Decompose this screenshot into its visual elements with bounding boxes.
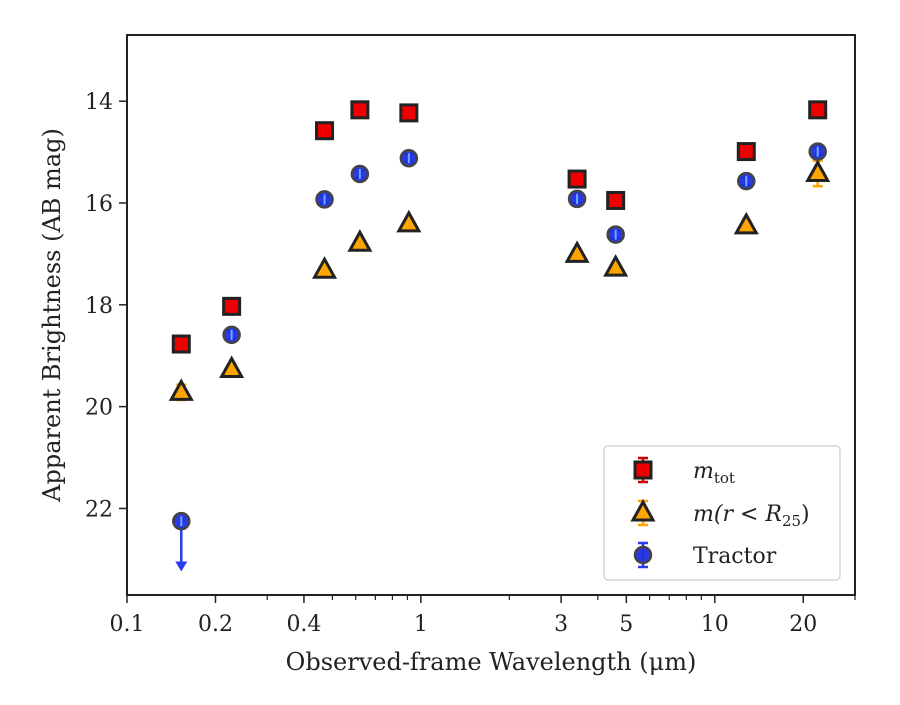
marks-layer (168, 100, 831, 572)
triangle-point (603, 254, 629, 277)
upper-limit-arrow-head (175, 561, 188, 572)
legend-circle-marker (633, 545, 653, 565)
triangle-point (311, 256, 338, 279)
triangle-point (805, 159, 831, 182)
y-tick-label: 22 (85, 497, 113, 522)
x-tick-label: 20 (789, 612, 817, 637)
square-point (171, 334, 191, 354)
triangle-point (396, 209, 422, 233)
y-tick-label: 18 (85, 294, 113, 319)
y-axis-label: Apparent Brightness (AB mag) (38, 128, 66, 503)
square-point (350, 100, 370, 120)
y-tick-label: 14 (85, 90, 113, 115)
x-tick-label: 3 (554, 612, 568, 637)
legend-label-base: m (693, 459, 714, 484)
legend-label-base: m(r < R (693, 502, 782, 527)
triangle-point (168, 378, 194, 401)
plot-frame (126, 34, 856, 596)
x-tick-label: 0.2 (198, 612, 233, 637)
legend-label-end: ) (801, 502, 810, 527)
x-tick-label: 5 (619, 612, 633, 637)
square-point (222, 296, 242, 316)
legend-label-subscript: tot (714, 469, 735, 487)
square-point (399, 103, 419, 123)
legend-label-subscript: 25 (782, 512, 801, 530)
square-point (315, 121, 335, 141)
legend-label: Tractor (693, 544, 777, 569)
legend-box (603, 445, 841, 581)
triangle-point (347, 229, 373, 252)
ticks-layer: 0.1 0.2 0.4 1 3 5 10 20 14 16 18 20 22 (85, 90, 856, 637)
square-point (567, 169, 587, 189)
x-axis-label: Observed-frame Wavelength (μm) (286, 648, 697, 676)
y-tick-label: 20 (85, 396, 113, 421)
x-tick-label: 10 (701, 612, 729, 637)
triangle-point (733, 211, 759, 235)
x-tick-label: 0.1 (110, 612, 145, 637)
square-point (736, 142, 756, 162)
triangle-point (219, 355, 245, 378)
legend-triangle-marker (630, 498, 656, 522)
x-tick-label: 1 (414, 612, 428, 637)
y-tick-label: 16 (85, 192, 113, 217)
x-tick-label: 0.4 (286, 612, 321, 637)
legend-label: m(r < R25) (693, 502, 810, 530)
triangle-point (564, 240, 590, 263)
legend-label: mtot (693, 459, 735, 487)
legend: mtot m(r < R25) Tractor (603, 445, 841, 581)
legend-square-marker (633, 460, 653, 480)
square-point (808, 100, 828, 120)
square-point (606, 190, 626, 210)
